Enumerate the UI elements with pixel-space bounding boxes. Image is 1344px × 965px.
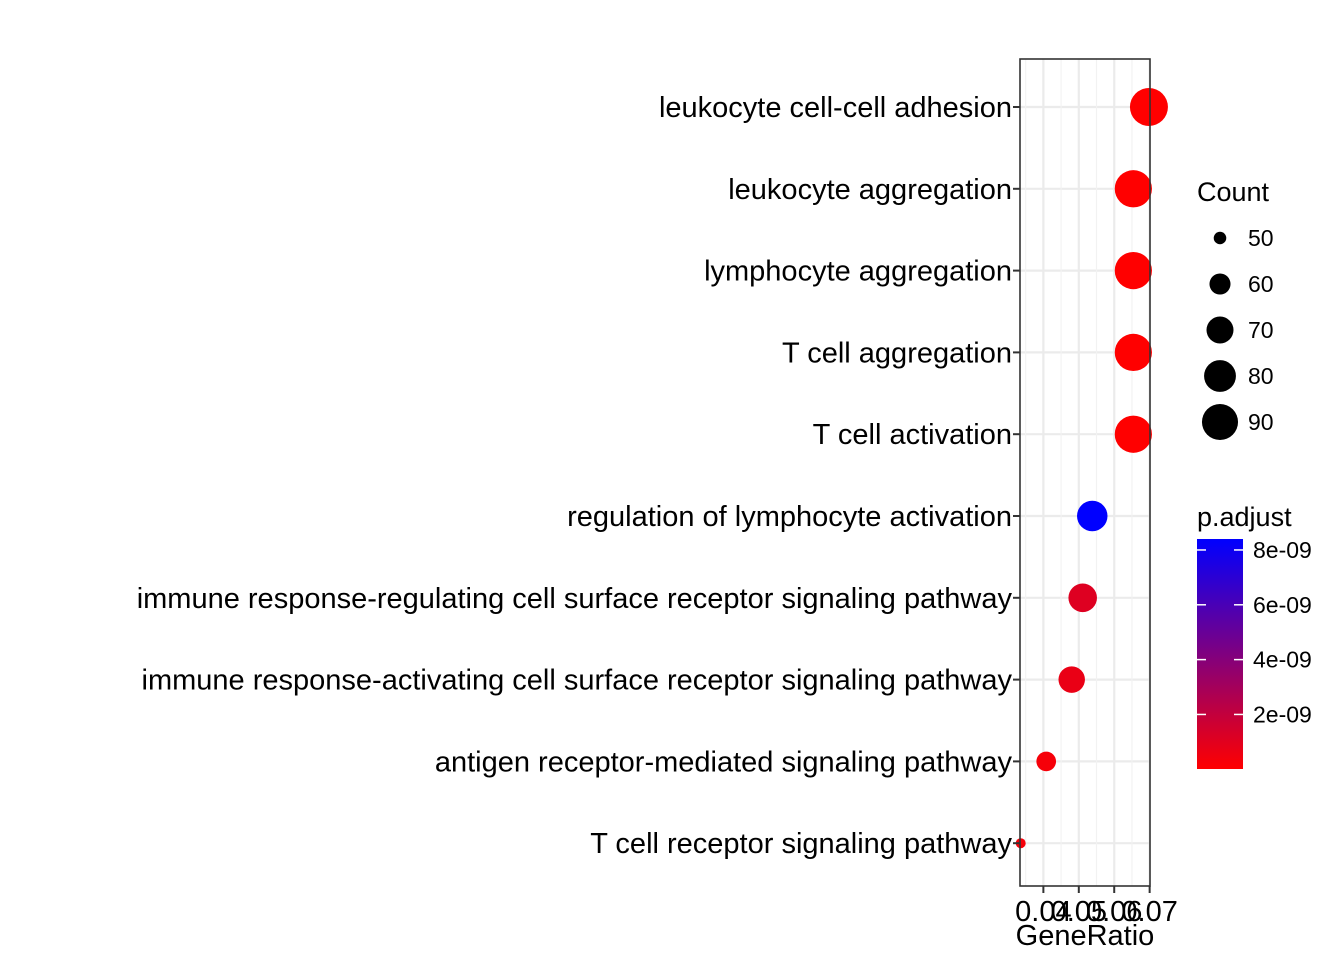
y-tick-label: leukocyte aggregation (728, 174, 1012, 206)
p-adjust-legend-label: 6e-09 (1253, 592, 1312, 618)
y-tick-label: regulation of lymphocyte activation (567, 501, 1012, 533)
y-tick-label: T cell activation (813, 419, 1012, 451)
count-legend-key (1204, 360, 1236, 392)
data-point (1058, 666, 1085, 693)
y-tick-label: lymphocyte aggregation (704, 256, 1012, 288)
p-adjust-legend-label: 8e-09 (1253, 537, 1312, 563)
count-legend-label: 80 (1248, 363, 1274, 389)
data-point (1114, 251, 1152, 290)
x-tick-label: 0.06 (1086, 896, 1142, 928)
x-tick-label: 0.05 (1051, 896, 1107, 928)
count-legend-label: 50 (1248, 225, 1274, 251)
data-point (1114, 170, 1152, 208)
x-tick-label: 0.07 (1121, 896, 1177, 928)
p-adjust-legend: p.adjust 8e-09 6e-09 4e-09 2e-09 (1197, 502, 1312, 769)
x-axis: 0.040.050.060.07 (1015, 886, 1178, 928)
data-point (1114, 415, 1152, 453)
data-point (1036, 751, 1057, 772)
y-tick-label: T cell aggregation (782, 337, 1012, 369)
p-adjust-legend-label: 4e-09 (1253, 647, 1312, 673)
y-tick-label: antigen receptor-mediated signaling path… (435, 746, 1013, 778)
count-legend-key (1201, 403, 1239, 441)
data-point (1068, 583, 1097, 613)
count-legend-label: 60 (1248, 271, 1274, 297)
y-tick-label: T cell receptor signaling pathway (590, 828, 1012, 860)
count-legend-label: 70 (1248, 317, 1274, 343)
x-tick-label: 0.04 (1015, 896, 1071, 928)
count-legend-key (1206, 316, 1234, 344)
count-legend: Count 50 60 70 80 90 (1197, 177, 1274, 441)
y-axis: leukocyte cell-cell adhesion leukocyte ag… (137, 92, 1020, 860)
p-adjust-colorbar (1197, 539, 1243, 769)
data-points (1015, 88, 1168, 849)
count-legend-label: 90 (1248, 409, 1274, 435)
count-legend-title: Count (1197, 177, 1270, 207)
data-point (1077, 500, 1108, 532)
y-tick-label: immune response-activating cell surface … (142, 665, 1013, 697)
data-point (1114, 333, 1152, 372)
data-point (1129, 88, 1168, 126)
p-adjust-legend-title: p.adjust (1197, 502, 1292, 532)
x-axis-title: GeneRatio (1016, 920, 1155, 952)
y-tick-label: immune response-regulating cell surface … (137, 583, 1013, 615)
count-legend-key (1213, 231, 1227, 245)
y-tick-label: leukocyte cell-cell adhesion (659, 92, 1012, 124)
count-legend-key (1209, 273, 1231, 295)
panel-border (1019, 58, 1151, 887)
p-adjust-legend-label: 2e-09 (1253, 701, 1312, 727)
